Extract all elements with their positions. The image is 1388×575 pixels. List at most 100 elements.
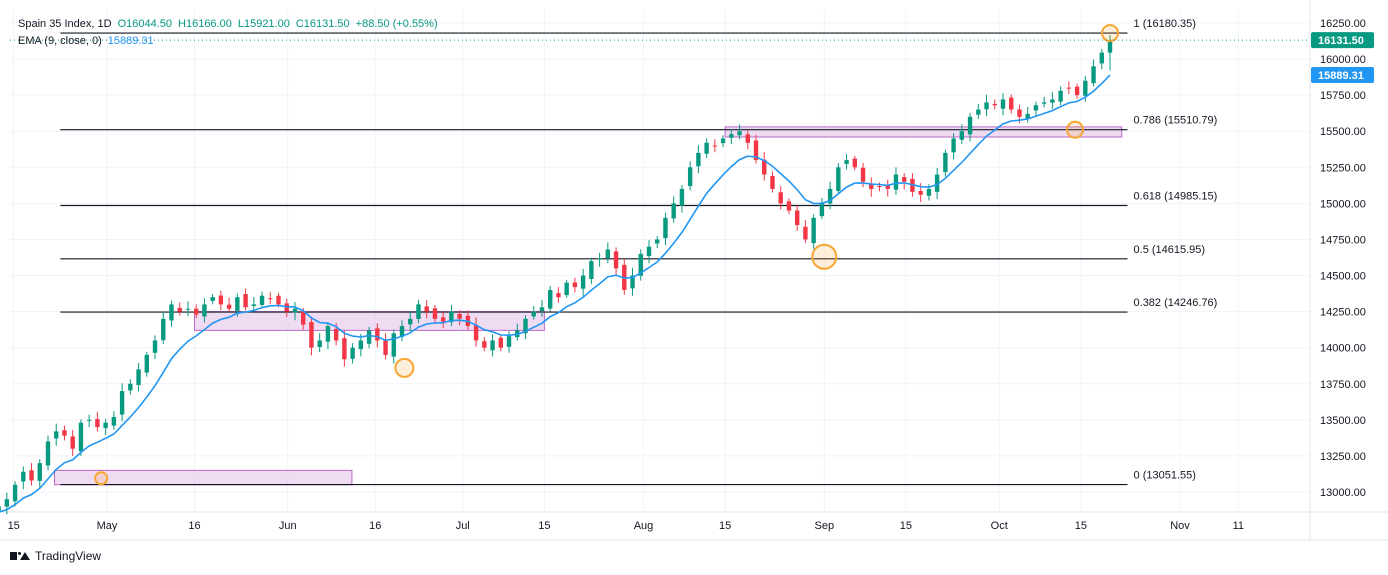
price-tick-label: 15750.00 bbox=[1320, 90, 1366, 102]
candle-body bbox=[169, 304, 174, 321]
candle-body bbox=[457, 313, 462, 319]
time-tick-label: May bbox=[97, 520, 118, 532]
candle-body bbox=[902, 177, 907, 182]
candle-body bbox=[778, 192, 783, 204]
candle-body bbox=[218, 295, 224, 305]
candle-body bbox=[54, 431, 59, 439]
candle-body bbox=[753, 140, 759, 161]
candle-body bbox=[729, 134, 734, 138]
candle-body bbox=[235, 297, 240, 311]
candle-body bbox=[663, 217, 668, 239]
tradingview-branding[interactable]: TradingView bbox=[10, 549, 101, 563]
symbol-title[interactable]: Spain 35 Index, 1D bbox=[18, 18, 112, 30]
candle-body bbox=[877, 185, 882, 187]
candle-body bbox=[152, 340, 158, 353]
candle-body bbox=[432, 308, 438, 319]
candle-body bbox=[325, 326, 331, 342]
time-tick-label: 16 bbox=[369, 520, 381, 532]
time-tick-label: Jun bbox=[279, 520, 297, 532]
candle-body bbox=[292, 308, 298, 313]
candle-body bbox=[580, 275, 586, 289]
candle-body bbox=[383, 340, 388, 355]
time-tick-label: Oct bbox=[991, 520, 1008, 532]
candle-body bbox=[111, 416, 117, 426]
close-value: C16131.50 bbox=[295, 18, 350, 30]
candle-body bbox=[1074, 86, 1080, 96]
candle-body bbox=[893, 174, 899, 190]
price-tick-label: 14500.00 bbox=[1320, 271, 1366, 283]
candle-body bbox=[1066, 87, 1072, 89]
ema-indicator-label[interactable]: EMA (9, close, 0) bbox=[18, 35, 102, 47]
candle-body bbox=[268, 298, 273, 300]
candle-body bbox=[1017, 109, 1022, 117]
candle-body bbox=[202, 304, 207, 317]
candle-body bbox=[827, 188, 833, 204]
highlight-circle bbox=[1066, 120, 1085, 139]
candle-body bbox=[136, 369, 141, 386]
candle-body bbox=[589, 261, 594, 280]
price-tick-label: 13250.00 bbox=[1320, 451, 1366, 463]
price-tick-label: 15500.00 bbox=[1320, 126, 1366, 138]
price-tick-label: 14750.00 bbox=[1320, 234, 1366, 246]
candle-body bbox=[852, 158, 858, 168]
candle-body bbox=[696, 152, 701, 167]
candle-body bbox=[482, 341, 487, 348]
candle-body bbox=[885, 184, 890, 189]
candle-body bbox=[638, 253, 643, 276]
candle-body bbox=[276, 295, 281, 305]
fib-label: 0.5 (14615.95) bbox=[1134, 244, 1206, 256]
highlight-circle bbox=[811, 243, 838, 270]
candle-body bbox=[745, 134, 750, 143]
candle-body bbox=[37, 463, 42, 481]
candle-body bbox=[819, 203, 825, 217]
candle-body bbox=[720, 138, 726, 144]
time-tick-label: Nov bbox=[1170, 520, 1190, 532]
candle-body bbox=[803, 226, 808, 240]
candle-body bbox=[762, 159, 767, 175]
candle-body bbox=[613, 251, 619, 269]
candle-body bbox=[836, 167, 841, 191]
candle-body bbox=[934, 174, 940, 192]
candle-body bbox=[366, 330, 372, 344]
ema-price-badge: 15889.31 bbox=[1318, 70, 1364, 82]
ema-price-badge-bg bbox=[1311, 67, 1374, 84]
candle-body bbox=[193, 308, 199, 315]
candle-body bbox=[399, 326, 405, 337]
price-tick-label: 16250.00 bbox=[1320, 18, 1366, 30]
candle-body bbox=[12, 484, 18, 502]
candle-body bbox=[95, 418, 100, 428]
fib-label: 0.382 (14246.76) bbox=[1134, 297, 1218, 309]
candle-body bbox=[243, 294, 248, 308]
candle-body bbox=[984, 102, 989, 110]
ema-indicator-value: 15889.31 bbox=[107, 35, 154, 47]
candle-body bbox=[416, 304, 421, 319]
last-price-badge: 16131.50 bbox=[1318, 35, 1364, 47]
highlight-markers bbox=[10, 24, 1310, 486]
candles bbox=[0, 35, 1113, 515]
candle-body bbox=[597, 258, 602, 260]
time-tick-label: 11 bbox=[1233, 520, 1244, 532]
zone-rect bbox=[724, 126, 1123, 138]
candle-body bbox=[951, 138, 956, 153]
candle-body bbox=[251, 304, 257, 306]
price-tick-label: 14000.00 bbox=[1320, 343, 1366, 355]
price-tick-label: 13750.00 bbox=[1320, 379, 1366, 391]
candle-body bbox=[29, 470, 34, 481]
candle-body bbox=[712, 145, 718, 147]
demand-zones bbox=[54, 126, 1123, 486]
candle-body bbox=[992, 103, 997, 106]
candle-body bbox=[1009, 97, 1014, 110]
highlight-circle bbox=[1101, 24, 1120, 43]
time-tick-label: 16 bbox=[188, 520, 200, 532]
candle-body bbox=[860, 167, 866, 182]
time-tick-label: 15 bbox=[538, 520, 550, 532]
candle-body bbox=[4, 499, 10, 507]
candle-body bbox=[943, 152, 948, 173]
candle-body bbox=[646, 246, 652, 257]
candle-body bbox=[1000, 99, 1006, 109]
candle-body bbox=[185, 308, 191, 310]
candle-body bbox=[959, 131, 965, 140]
candle-body bbox=[1099, 52, 1104, 64]
open-value: O16044.50 bbox=[117, 18, 173, 30]
